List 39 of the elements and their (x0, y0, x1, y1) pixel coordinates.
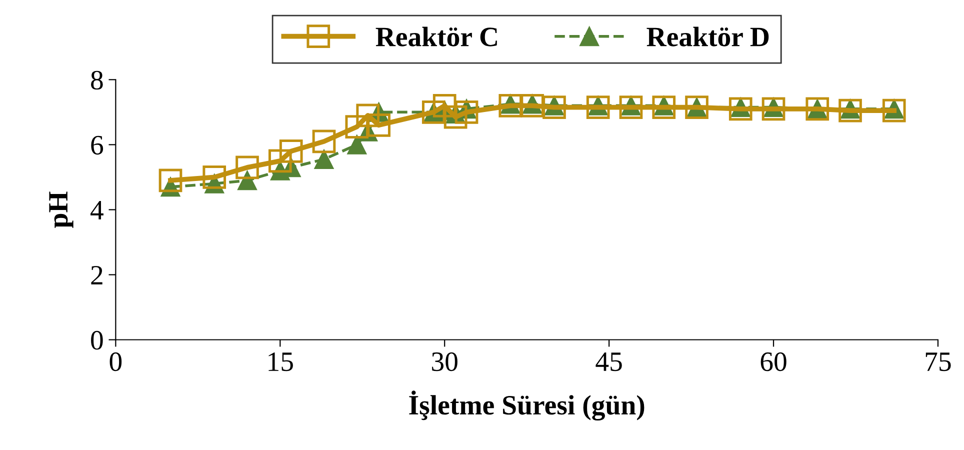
point (542, 96, 566, 119)
y-tick-label: 6 (91, 136, 104, 155)
point (498, 94, 522, 118)
point (236, 156, 259, 180)
x-tick-label: 30 (432, 352, 458, 372)
point (345, 115, 369, 138)
x-tick-label: 45 (596, 352, 622, 372)
point (314, 150, 334, 170)
y-axis-title: pH (49, 192, 74, 228)
legend-label: Reaktör C (376, 26, 497, 46)
point (586, 96, 610, 119)
x-tick-label: 60 (760, 352, 786, 372)
point (367, 114, 390, 137)
x-tick-label: 75 (926, 352, 951, 372)
point (432, 94, 456, 118)
x-tick-label: 15 (268, 352, 293, 372)
point (882, 98, 906, 122)
point (268, 149, 292, 173)
y-tick-label: 0 (91, 330, 103, 350)
point (728, 97, 752, 121)
point (158, 168, 182, 192)
point (356, 104, 380, 128)
y-tick-label: 8 (91, 70, 103, 90)
point (520, 94, 544, 118)
point (312, 130, 336, 154)
point (279, 140, 303, 163)
point (652, 96, 676, 119)
point (838, 98, 862, 122)
x-axis-title: İşletme Süresi (gün) (409, 390, 644, 420)
y-tick-label: 4 (90, 201, 104, 220)
y-tick-label: 2 (91, 266, 102, 284)
legend-label: Reaktör D (646, 26, 769, 46)
point (619, 96, 643, 119)
point (762, 97, 786, 121)
point (444, 105, 468, 129)
point (347, 134, 367, 154)
point (202, 166, 226, 189)
x-tick-label: 0 (110, 352, 122, 372)
point (454, 100, 478, 124)
